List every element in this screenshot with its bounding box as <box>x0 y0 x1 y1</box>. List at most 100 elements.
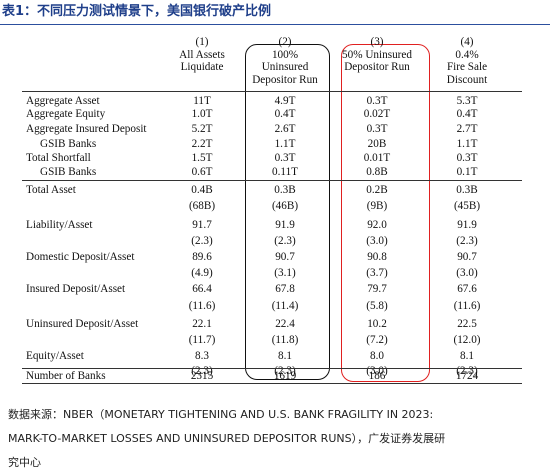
table-cell: (2.3) <box>191 235 213 247</box>
table-cell: 4.9T <box>274 95 296 107</box>
table-cell: (11.4) <box>271 300 299 312</box>
row-label: Aggregate Asset <box>26 95 100 107</box>
table-cell: 90.8 <box>367 251 387 263</box>
table-row: Liability/Asset 91.7 91.9 92.0 91.9 <box>22 219 522 232</box>
column-title-line: Liquidate <box>180 61 224 73</box>
table-cell: (11.6) <box>188 300 216 312</box>
table-cell: 2.6T <box>274 123 296 135</box>
table-cell: 0.3T <box>366 95 388 107</box>
table-cell: 8.1 <box>278 350 292 362</box>
table-cell: 0.3B <box>274 184 296 196</box>
table-cell: (45B) <box>453 200 481 212</box>
row-label: Liability/Asset <box>26 219 93 231</box>
table-cell: 186 <box>368 370 386 382</box>
column-title-line: 0.4% <box>455 48 479 61</box>
column-number: (4) <box>460 36 474 48</box>
table-cell: 90.7 <box>457 251 477 263</box>
table-cell: 5.3T <box>456 95 478 107</box>
table-row: Total Asset 0.4B 0.3B 0.2B 0.3B <box>22 184 522 197</box>
table-cell: 8.1 <box>460 350 474 362</box>
column-header-4: (4) 0.4% Fire Sale Discount <box>427 36 507 86</box>
table-cell: 8.0 <box>370 350 384 362</box>
table-cell: (3.0) <box>456 267 478 279</box>
table-cell: 1724 <box>455 370 479 382</box>
table-cell: 91.9 <box>457 219 477 231</box>
row-label: Uninsured Deposit/Asset <box>26 318 139 330</box>
table-row: (11.6) (11.4) (5.8) (11.6) <box>22 300 522 313</box>
column-title-line: 100% <box>271 48 299 61</box>
table-cell: 22.4 <box>275 318 295 330</box>
table-row: Aggregate Asset 11T 4.9T 0.3T 5.3T <box>22 95 522 108</box>
column-header-1: (1) All Assets Liquidate <box>162 36 242 74</box>
table-cell: 0.1T <box>456 166 478 178</box>
table-cell: (11.6) <box>453 300 481 312</box>
table-cell: 1.1T <box>456 138 478 150</box>
row-label: Domestic Deposit/Asset <box>26 251 135 263</box>
table-cell: 79.7 <box>367 283 387 295</box>
table-cell: (68B) <box>188 200 216 212</box>
table-cell: 0.8B <box>366 166 388 178</box>
row-label: Number of Banks <box>26 370 106 382</box>
table-row: Number of Banks 2315 1619 186 1724 <box>22 370 522 383</box>
table-row: Aggregate Insured Deposit 5.2T 2.6T 0.3T 2.7… <box>22 123 522 136</box>
table-row: (2.3) (2.3) (3.0) (2.3) <box>22 235 522 248</box>
table-row: Total Shortfall 1.5T 0.3T 0.01T 0.3T <box>22 152 522 165</box>
row-label: Total Asset <box>26 184 76 196</box>
table-cell: (2.3) <box>274 235 296 247</box>
table-cell: 91.7 <box>192 219 212 231</box>
table-cell: (46B) <box>271 200 299 212</box>
table-cell: 1619 <box>273 370 297 382</box>
table-cell: 11T <box>193 95 211 107</box>
table-cell: 0.3B <box>456 184 478 196</box>
column-title-line: Discount <box>446 73 488 86</box>
table-cell: 92.0 <box>367 219 387 231</box>
table-title: 表1：不同压力测试情景下，美国银行破产比例 <box>0 0 550 25</box>
table-cell: 90.7 <box>275 251 295 263</box>
table-cell: 0.02T <box>363 108 391 120</box>
column-number: (2) <box>278 36 292 48</box>
table-cell: (5.8) <box>366 300 388 312</box>
column-number: (3) <box>370 36 384 48</box>
row-label: Insured Deposit/Asset <box>26 283 126 295</box>
column-header-3: (3) 50% Uninsured Depositor Run <box>337 36 417 74</box>
table-cell: 5.2T <box>191 123 213 135</box>
table-cell: 0.3T <box>274 152 296 164</box>
table-cell: 22.1 <box>192 318 212 330</box>
source-note: 数据来源：NBER（MONETARY TIGHTENING AND U.S. B… <box>8 403 548 475</box>
table-row: GSIB Banks 0.6T 0.11T 0.8B 0.1T <box>22 166 522 179</box>
table-cell: 0.01T <box>363 152 391 164</box>
table-cell: (11.7) <box>188 334 216 346</box>
table-cell: 0.3T <box>366 123 388 135</box>
row-label: Aggregate Equity <box>26 108 106 120</box>
table-cell: 67.6 <box>457 283 477 295</box>
table-row: Domestic Deposit/Asset 89.6 90.7 90.8 90.7 <box>22 251 522 264</box>
table-row: Aggregate Equity 1.0T 0.4T 0.02T 0.4T <box>22 108 522 121</box>
column-title-line: Depositor Run <box>252 73 318 86</box>
table-row: Equity/Asset 8.3 8.1 8.0 8.1 <box>22 350 522 363</box>
table-cell: (3.7) <box>366 267 388 279</box>
table-cell: (3.0) <box>366 235 388 247</box>
table-cell: 66.4 <box>192 283 212 295</box>
source-line: 究中心 <box>8 456 41 469</box>
section-rule <box>22 180 522 181</box>
table-cell: 2315 <box>190 370 214 382</box>
table-row: (4.9) (3.1) (3.7) (3.0) <box>22 267 522 280</box>
table-cell: 91.9 <box>275 219 295 231</box>
table-cell: 67.8 <box>275 283 295 295</box>
table-cell: (11.8) <box>271 334 299 346</box>
column-header-2: (2) 100% Uninsured Depositor Run <box>245 36 325 86</box>
table-cell: 1.1T <box>274 138 296 150</box>
table-cell: (7.2) <box>366 334 388 346</box>
row-label: GSIB Banks <box>40 166 97 178</box>
table-cell: 10.2 <box>367 318 387 330</box>
row-label: Total Shortfall <box>26 152 91 164</box>
table-cell: 0.6T <box>191 166 213 178</box>
table-cell: 89.6 <box>192 251 212 263</box>
table-cell: 2.7T <box>456 123 478 135</box>
row-label: GSIB Banks <box>40 138 97 150</box>
table-cell: 8.3 <box>195 350 209 362</box>
table-cell: 0.2B <box>366 184 388 196</box>
source-line: MARK-TO-MARKET LOSSES AND UNINSURED DEPO… <box>8 432 446 445</box>
highlight-box-column-2 <box>245 44 330 380</box>
table-cell: 0.4B <box>191 184 213 196</box>
